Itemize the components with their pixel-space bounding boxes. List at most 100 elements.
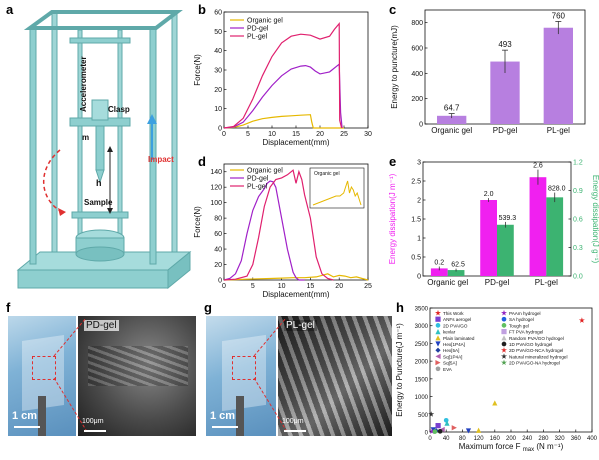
scalebar-um — [284, 430, 306, 432]
legend-marker — [501, 341, 507, 347]
data-label: 2.6 — [533, 163, 543, 170]
chart-c: 0 200 400 600 800 Energy to puncture(mJ) 64.7 O… — [390, 9, 586, 135]
legend-marker — [435, 309, 441, 316]
legend-label: Tough gel — [509, 323, 529, 328]
clasp-label: Clasp — [108, 105, 130, 114]
accelerometer-label: Accelerometer — [79, 56, 88, 112]
plot-frame — [223, 163, 369, 281]
plot-frame — [223, 11, 369, 129]
x-tick-label: 360 — [571, 436, 582, 442]
y-tick-label: 80 — [214, 216, 222, 223]
accelerometer-block — [91, 99, 109, 121]
pillar-front-left — [29, 27, 37, 265]
series-line-pd-gel — [223, 62, 343, 129]
pillar-back-right — [171, 11, 178, 253]
bar — [543, 27, 573, 124]
panel-f: f 1 cm PD-gel 100μm — [0, 300, 200, 455]
scalebar-um — [84, 430, 106, 432]
legend-marker — [435, 347, 441, 353]
data-label: 2.0 — [484, 191, 494, 198]
legend-label: FT PVA hydrogel — [509, 330, 543, 335]
y-axis-label: Force(N) — [193, 206, 202, 238]
series-line-pd-gel — [223, 180, 305, 281]
scatter-point — [492, 400, 498, 406]
panel-g: g 1 cm PL-gel 100μm — [198, 300, 394, 455]
legend-marker — [501, 347, 507, 353]
sample-label: Sample — [84, 198, 113, 207]
y2-tick-label: 0.6 — [573, 217, 583, 224]
scalebar-cm — [14, 426, 40, 428]
data-label: 828.0 — [548, 186, 566, 193]
y-tick-label: 200 — [411, 96, 423, 103]
legend-marker — [435, 316, 441, 322]
y-tick-label: 3500 — [415, 307, 429, 313]
legend-label: 2D PVA/GO-NA hydrogel — [509, 361, 560, 366]
y-tick-label: 0 — [218, 126, 222, 133]
y-tick-label: 2500 — [415, 342, 429, 348]
scale-cm-label: 1 cm — [210, 410, 236, 422]
x-tick-label: 0 — [428, 436, 432, 442]
bar-series-2 — [447, 270, 465, 276]
x-tick-label: 0 — [222, 131, 226, 138]
x-tick-label: 20 — [316, 131, 324, 138]
height-arrow-head-top — [107, 146, 113, 152]
legend-label: EVA — [443, 367, 453, 372]
bar-series-1 — [480, 200, 497, 276]
zoom-box — [32, 356, 56, 380]
legend-marker — [435, 360, 441, 366]
y2-tick-label: 0.9 — [573, 188, 583, 195]
x-axis-label-unit: (N m⁻¹) — [534, 442, 563, 451]
x-tick-label: 160 — [490, 436, 501, 442]
inset-frame — [309, 167, 365, 209]
y-tick-label: 2000 — [415, 360, 429, 366]
scatter-point — [476, 427, 482, 433]
scatter-point — [451, 425, 457, 431]
legend-marker — [501, 323, 507, 328]
legend-label: 1D PVA/GO hydrogel — [509, 342, 552, 347]
y-tick-label: 10 — [214, 106, 222, 113]
panel-label-f: f — [6, 300, 11, 315]
x-tick-label: 10 — [278, 283, 286, 290]
x-tick-label: 15 — [292, 131, 300, 138]
legend-label: 2D PVA/GO — [443, 323, 468, 328]
zoom-lines-g — [253, 317, 287, 431]
legend-marker — [501, 329, 507, 335]
legend-marker — [501, 335, 507, 341]
photo-pl-gel-macro: 1 cm — [206, 316, 276, 436]
legend-marker — [435, 329, 441, 335]
x-axis-label-sub: max — [523, 447, 534, 453]
legend-label: PD-gel — [247, 26, 269, 33]
legend-label: Plain laminated — [443, 336, 475, 341]
scatter-point — [435, 423, 441, 429]
y-axis-label: Energy to Puncture(J m⁻¹) — [395, 323, 404, 417]
x-tick-label: 200 — [506, 436, 517, 442]
x-tick-label: 30 — [364, 131, 372, 138]
y-tick-label: 400 — [411, 71, 423, 78]
sem-fibers — [278, 316, 392, 436]
y-tick-label: 3 — [417, 160, 421, 167]
pl-gel-photo-label: PL-gel — [284, 320, 317, 331]
legend-marker — [501, 316, 507, 322]
legend-label: Organic gel — [247, 18, 283, 25]
legend-label: Organic gel — [247, 168, 283, 175]
category-label: PD-gel — [493, 126, 518, 135]
guide-rod-right — [117, 29, 123, 236]
photo-pd-gel-macro: 1 cm — [8, 316, 76, 436]
chart-d: 0 5 10 15 20 25 0 20 40 60 80 100 120 140 Displacement… — [193, 163, 372, 299]
y-tick-label: 800 — [411, 20, 423, 27]
scale-cm-label: 1 cm — [12, 410, 38, 422]
legend-label: Hex[1P4A] — [443, 342, 465, 347]
y-tick-label: 60 — [214, 231, 222, 238]
x-tick-label: 0 — [222, 283, 226, 290]
x-tick-label: 240 — [522, 436, 533, 442]
series-line-organic-gel — [223, 114, 344, 129]
scatter-point — [578, 317, 585, 323]
scale-um-label: 100μm — [282, 418, 304, 425]
legend-marker — [435, 341, 441, 347]
pd-gel-photo-label: PD-gel — [84, 320, 119, 331]
panel-label-g: g — [204, 300, 212, 315]
panel-label-c: c — [389, 2, 397, 17]
panel-label-h: h — [396, 300, 404, 315]
y-tick-label: 40 — [214, 48, 222, 55]
category-label: PL-gel — [547, 126, 570, 135]
